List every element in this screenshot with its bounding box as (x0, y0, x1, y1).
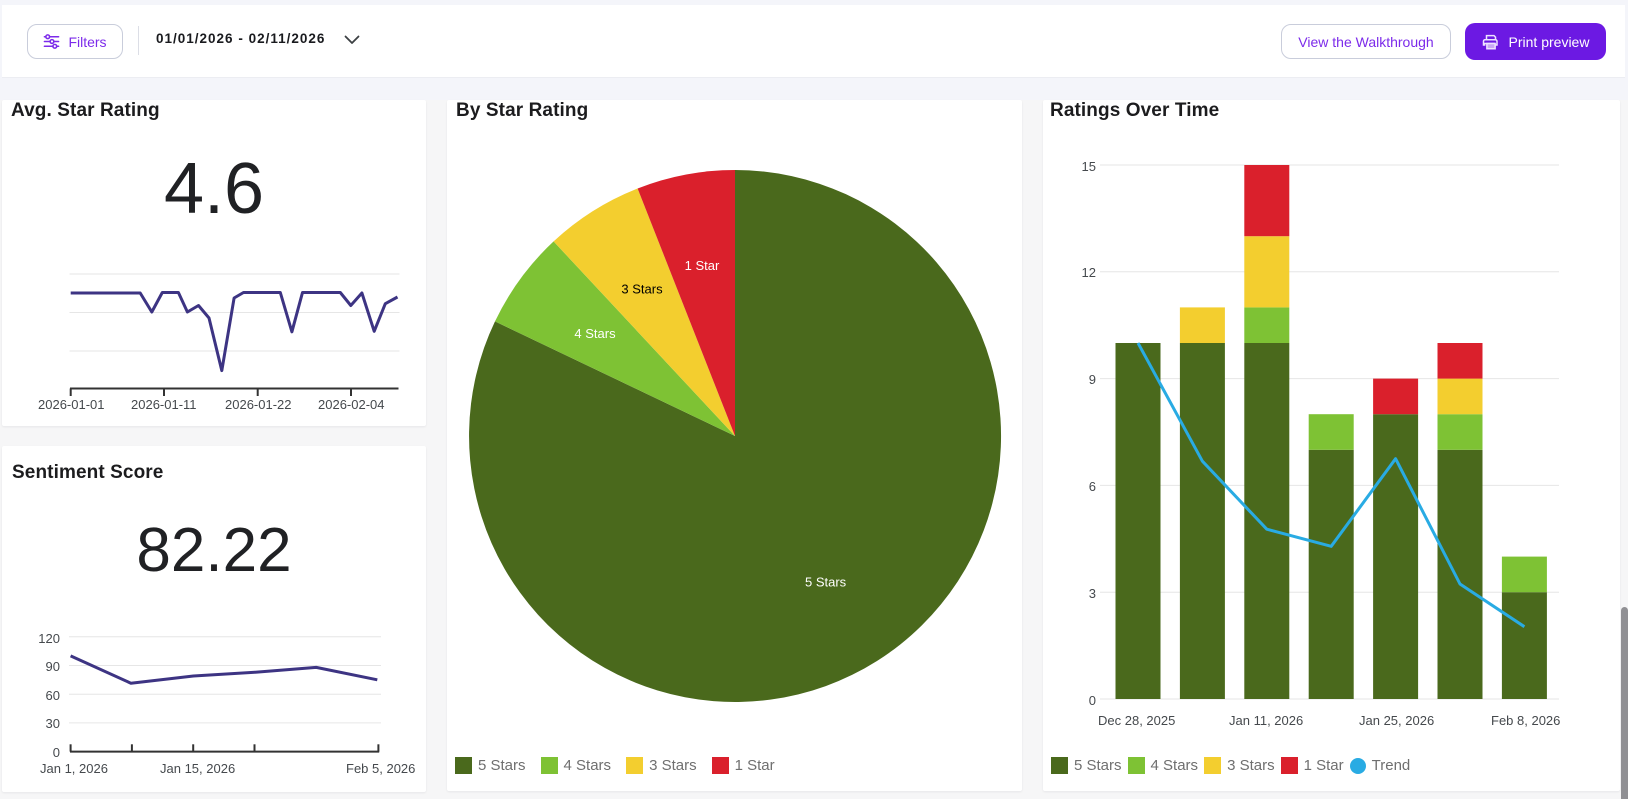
svg-text:5 Stars: 5 Stars (805, 574, 847, 589)
svg-text:3 Stars: 3 Stars (621, 282, 663, 297)
svg-text:4 Stars: 4 Stars (574, 326, 616, 341)
svg-text:1 Star: 1 Star (685, 258, 720, 273)
